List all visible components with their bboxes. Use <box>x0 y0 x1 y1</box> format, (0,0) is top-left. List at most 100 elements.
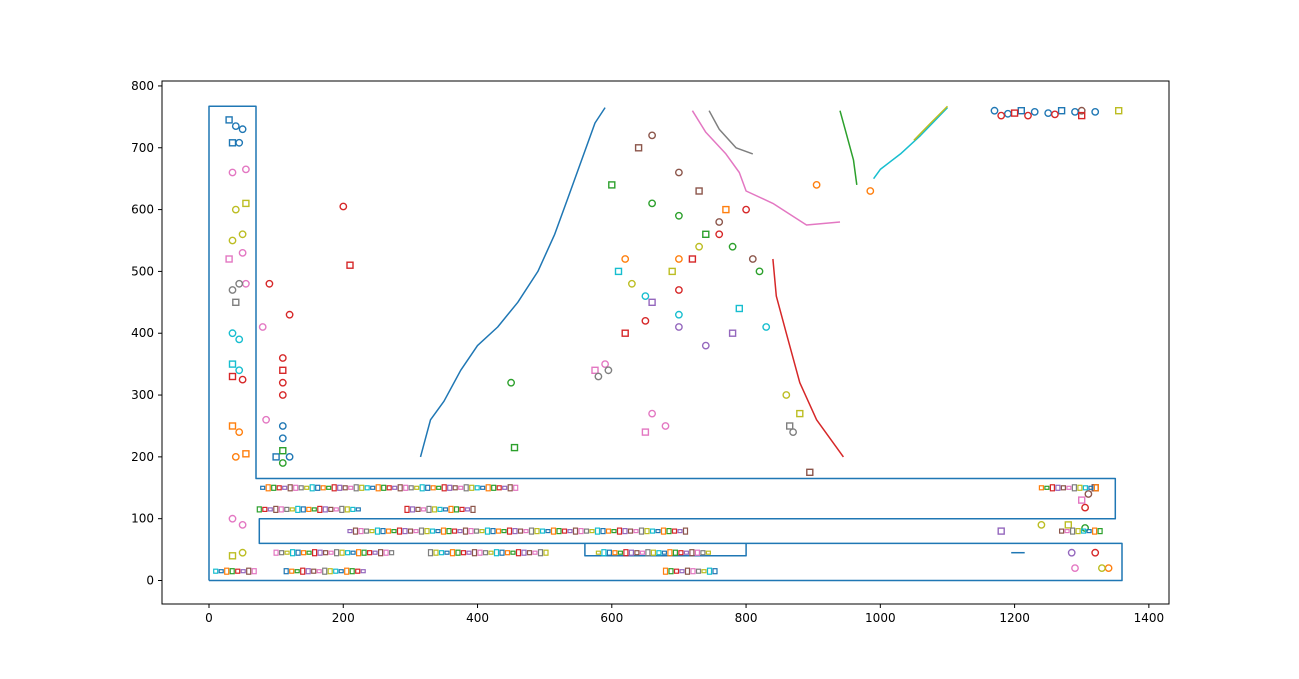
contour-mark <box>285 452 294 461</box>
strip-glyph <box>290 549 296 557</box>
strip-glyph <box>372 550 378 555</box>
strip-glyph <box>306 506 312 512</box>
strip-glyph <box>311 568 317 574</box>
contour-mark <box>238 125 247 134</box>
strip-glyph <box>1075 527 1081 535</box>
strip-glyph <box>655 528 661 534</box>
strip-glyph <box>409 506 416 513</box>
strip-glyph <box>353 484 359 492</box>
contour-mark <box>786 422 794 430</box>
strip-glyph <box>419 484 425 492</box>
strip-glyph <box>1091 527 1098 535</box>
strip-glyph <box>448 505 454 513</box>
x-tick-label: 1200 <box>999 611 1030 625</box>
strip-glyph <box>502 485 508 490</box>
contour-mark <box>594 372 603 381</box>
contour-mark <box>510 443 519 452</box>
strip-glyph <box>1066 485 1072 490</box>
strip-glyph <box>532 550 538 555</box>
strip-glyph <box>695 568 702 574</box>
contour-mark <box>614 267 623 276</box>
contour-mark <box>641 316 650 325</box>
strip-glyph <box>316 569 322 574</box>
strip-glyph <box>539 528 546 534</box>
strip-glyph <box>638 527 645 535</box>
y-axis: 0 100 200 300 400 500 600 700 800 <box>131 79 162 588</box>
contour-mark <box>272 453 280 461</box>
text-strip <box>1038 484 1100 492</box>
strip-glyph <box>407 528 414 534</box>
contour-mark <box>228 514 237 523</box>
strip-glyph <box>229 568 235 575</box>
strip-glyph <box>317 505 323 513</box>
strip-glyph <box>295 505 301 513</box>
contour-mark <box>1081 503 1090 512</box>
strip-glyph <box>355 568 361 574</box>
strip-glyph <box>466 550 472 555</box>
strip-glyph <box>235 568 241 574</box>
strip-glyph <box>331 484 337 492</box>
strip-glyph <box>649 528 656 534</box>
strip-glyph <box>363 528 370 534</box>
strip-glyph <box>273 505 279 513</box>
strip-glyph <box>1049 484 1056 492</box>
contour-mark <box>621 255 630 263</box>
strip-glyph <box>300 567 306 575</box>
x-tick-label: 1000 <box>865 611 896 625</box>
strip-glyph <box>408 485 414 491</box>
strip-glyph <box>460 550 467 556</box>
strip-glyph <box>349 568 355 575</box>
strip-glyph <box>451 528 458 534</box>
contour-mark <box>507 378 515 387</box>
text-strip <box>595 549 712 557</box>
strip-glyph <box>323 550 329 556</box>
strip-glyph <box>389 550 395 556</box>
strip-glyph <box>452 485 458 491</box>
text-strip <box>283 567 366 575</box>
text-strip <box>662 567 718 575</box>
strip-glyph <box>447 484 453 491</box>
strip-glyph <box>482 550 489 556</box>
strip-glyph <box>342 485 348 491</box>
strip-glyph <box>473 528 480 534</box>
strip-glyph <box>358 527 364 535</box>
strip-glyph <box>671 528 678 534</box>
strip-glyph <box>706 567 713 575</box>
strip-glyph <box>213 568 219 574</box>
series-line-5 <box>691 110 841 226</box>
strip-glyph <box>427 549 434 557</box>
series-line-1 <box>584 543 747 557</box>
x-tick-label: 800 <box>735 611 758 625</box>
contour-mark <box>278 391 287 399</box>
strip-glyph <box>528 527 535 535</box>
strip-glyph <box>333 568 339 574</box>
contour-mark <box>675 323 683 331</box>
contour-mark <box>695 187 703 195</box>
strip-glyph <box>545 528 551 534</box>
contour-mark <box>735 304 743 313</box>
strip-glyph <box>240 569 246 574</box>
contour-mark <box>1084 490 1093 498</box>
strip-glyph <box>289 507 295 512</box>
strip-glyph <box>279 550 285 556</box>
contour-mark <box>262 415 270 424</box>
strip-glyph <box>550 527 557 535</box>
strip-glyph <box>1055 484 1061 491</box>
strip-glyph <box>501 528 507 534</box>
y-tick-label: 100 <box>131 512 154 526</box>
x-tick-label: 400 <box>466 611 489 625</box>
contour-mark <box>648 131 656 140</box>
contour-mark <box>346 261 354 269</box>
strip-glyph <box>276 485 282 491</box>
strip-glyph <box>1058 528 1065 534</box>
strip-glyph <box>667 549 673 557</box>
contour-mark <box>231 452 240 461</box>
series-line-6 <box>708 110 754 155</box>
contour-mark <box>675 168 683 177</box>
strip-glyph <box>426 505 432 513</box>
strip-glyph <box>415 506 421 512</box>
x-tick-label: 1400 <box>1134 611 1165 625</box>
strip-glyph <box>490 527 496 535</box>
strip-glyph <box>369 528 375 534</box>
strip-glyph <box>491 484 497 491</box>
